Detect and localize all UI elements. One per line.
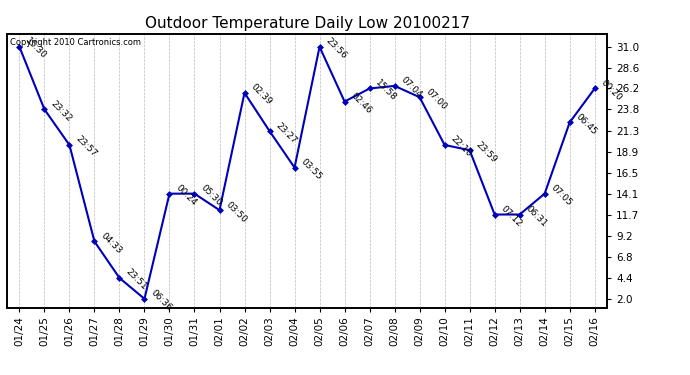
Text: 23:56: 23:56 bbox=[324, 36, 348, 61]
Text: 02:46: 02:46 bbox=[348, 91, 373, 116]
Text: 07:00: 07:00 bbox=[424, 87, 448, 111]
Text: 03:50: 03:50 bbox=[224, 200, 248, 224]
Text: 23:32: 23:32 bbox=[48, 99, 73, 123]
Text: 00:20: 00:20 bbox=[599, 78, 624, 102]
Text: 06:31: 06:31 bbox=[524, 204, 549, 229]
Text: 07:04: 07:04 bbox=[399, 75, 424, 100]
Text: 22:10: 22:10 bbox=[448, 135, 473, 159]
Title: Outdoor Temperature Daily Low 20100217: Outdoor Temperature Daily Low 20100217 bbox=[144, 16, 470, 31]
Text: 06:36: 06:36 bbox=[148, 288, 173, 313]
Text: 15:58: 15:58 bbox=[374, 78, 398, 103]
Text: 15:30: 15:30 bbox=[23, 36, 48, 61]
Text: 07:12: 07:12 bbox=[499, 204, 524, 228]
Text: 07:05: 07:05 bbox=[549, 183, 573, 208]
Text: 06:45: 06:45 bbox=[574, 112, 598, 136]
Text: 02:39: 02:39 bbox=[248, 82, 273, 107]
Text: 23:57: 23:57 bbox=[74, 135, 98, 159]
Text: 04:33: 04:33 bbox=[99, 231, 124, 255]
Text: 23:59: 23:59 bbox=[474, 140, 498, 164]
Text: 23:27: 23:27 bbox=[274, 120, 298, 145]
Text: 03:55: 03:55 bbox=[299, 157, 324, 182]
Text: Copyright 2010 Cartronics.com: Copyright 2010 Cartronics.com bbox=[10, 38, 141, 47]
Text: 23:51: 23:51 bbox=[124, 267, 148, 292]
Text: 05:30: 05:30 bbox=[199, 183, 224, 208]
Text: 00:24: 00:24 bbox=[174, 183, 198, 208]
